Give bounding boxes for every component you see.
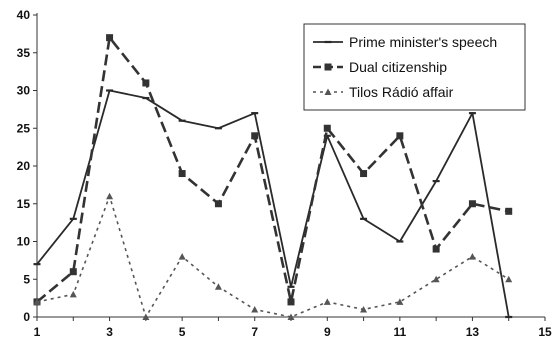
data-point-square: [251, 132, 259, 140]
series-line: [36, 36, 509, 304]
data-point-square: [287, 298, 295, 306]
x-tick-label: 11: [394, 325, 407, 339]
data-point-square: [324, 63, 332, 71]
y-tick-label: 30: [17, 84, 31, 98]
data-point-triangle: [360, 305, 368, 313]
data-point-triangle: [214, 283, 222, 290]
data-point-triangle: [287, 313, 295, 320]
data-point-triangle: [324, 88, 332, 95]
data-point-triangle: [178, 253, 186, 260]
legend-item-1: Dual citizenship: [313, 59, 447, 75]
x-tick-label: 9: [324, 325, 331, 339]
y-tick-label: 10: [17, 235, 31, 249]
data-point-triangle: [142, 313, 150, 320]
x-tick-label: 3: [106, 325, 113, 339]
data-point-square: [323, 124, 331, 132]
data-point-square: [178, 170, 186, 178]
legend-label: Tilos Rádió affair: [349, 84, 454, 100]
data-point-square: [360, 170, 368, 178]
data-point-triangle: [33, 298, 41, 305]
legend-label: Prime minister's speech: [349, 34, 497, 50]
y-tick-label: 20: [17, 159, 31, 173]
series-line: [36, 89, 510, 318]
legend-item-2: Tilos Rádió affair: [313, 84, 454, 100]
data-point-square: [505, 207, 513, 215]
y-tick-label: 0: [23, 310, 30, 324]
data-point-square: [142, 79, 150, 87]
legend-item-0: Prime minister's speech: [313, 34, 497, 50]
series-line: [36, 195, 510, 318]
legend: Prime minister's speech Dual citizenship T…: [303, 23, 526, 111]
x-tick-label: 13: [466, 325, 480, 339]
data-point-triangle: [396, 298, 404, 305]
x-tick-label: 1: [34, 325, 41, 339]
y-tick-label: 25: [17, 121, 31, 135]
series-0: [33, 89, 513, 319]
data-point-triangle: [251, 305, 259, 313]
series-lines: [33, 34, 513, 320]
data-point-triangle: [106, 192, 114, 200]
data-point-square: [69, 268, 77, 276]
y-tick-label: 40: [17, 8, 31, 22]
data-point-triangle: [432, 275, 440, 283]
data-point-square: [396, 132, 404, 140]
y-tick-label: 5: [23, 272, 30, 286]
y-tick-label: 35: [17, 46, 31, 60]
legend-label: Dual citizenship: [349, 59, 447, 75]
x-tick-label: 15: [538, 325, 552, 339]
x-tick-label: 7: [251, 325, 258, 339]
y-tick-label: 15: [17, 197, 31, 211]
x-tick-label: 5: [179, 325, 186, 339]
series-2: [33, 192, 513, 320]
data-point-triangle: [468, 253, 476, 260]
data-point-triangle: [69, 290, 77, 298]
data-point-triangle: [323, 298, 331, 305]
data-point-square: [214, 200, 222, 208]
data-point-square: [106, 34, 114, 42]
data-point-square: [468, 200, 476, 208]
data-point-triangle: [505, 275, 513, 283]
data-point-square: [432, 245, 440, 253]
